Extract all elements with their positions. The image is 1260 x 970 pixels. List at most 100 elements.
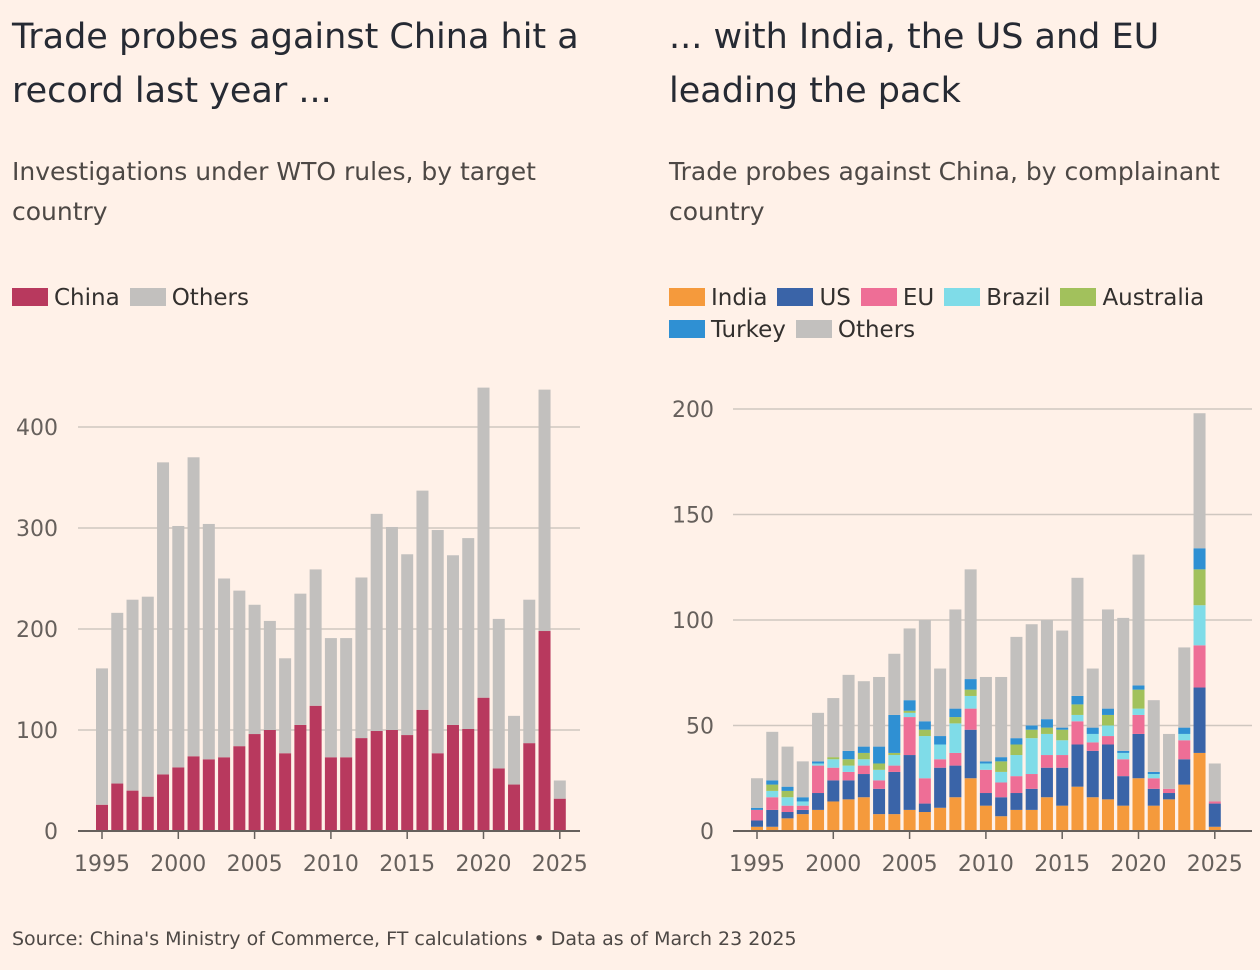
bar-china-2005: [248, 734, 261, 831]
bar-turkey-1995: [751, 807, 763, 810]
bar-brazil-2003: [873, 769, 886, 781]
bar-others-2021: [1147, 700, 1160, 772]
bar-us-2019: [1117, 776, 1130, 806]
bar-brazil-1999: [812, 763, 825, 766]
bar-brazil-1997: [781, 797, 794, 806]
bar-others-2024: [1193, 413, 1206, 549]
bar-us-2018: [1101, 744, 1114, 800]
bar-china-1996: [111, 783, 124, 831]
x-tick-label: 2005: [227, 852, 283, 877]
bar-others-2008: [949, 609, 962, 709]
bar-china-2013: [370, 731, 383, 831]
bar-others-2013: [1025, 624, 1038, 726]
bar-eu-2008: [949, 752, 962, 766]
bar-australia-2002: [857, 752, 870, 760]
bar-india-2021: [1147, 805, 1160, 831]
bar-eu-1999: [812, 765, 825, 794]
bar-others-2011: [995, 676, 1008, 758]
bar-brazil-2021: [1147, 774, 1160, 779]
y-tick-label: 200: [672, 398, 714, 423]
bar-eu-2007: [934, 759, 947, 768]
bar-us-2006: [918, 803, 931, 813]
bar-brazil-2008: [949, 723, 962, 753]
bar-china-2022: [508, 784, 521, 831]
bar-india-2009: [964, 778, 977, 831]
bar-india-2007: [934, 807, 947, 831]
bar-brazil-2005: [903, 712, 916, 718]
bar-turkey-2007: [934, 736, 947, 745]
left-chart-legend: China Others: [12, 282, 602, 314]
bar-others-2002: [857, 681, 870, 747]
bar-turkey-2006: [918, 721, 931, 730]
bar-china-2015: [401, 735, 414, 831]
bar-others-2002: [202, 523, 215, 760]
bar-us-2008: [949, 765, 962, 798]
bar-us-2011: [995, 797, 1008, 817]
legend-swatch-china: [12, 288, 48, 306]
bar-india-2001: [842, 799, 855, 831]
bar-turkey-2012: [1010, 738, 1023, 745]
bar-turkey-2009: [964, 679, 977, 690]
bar-others-2000: [172, 525, 185, 768]
bar-australia-2001: [842, 759, 855, 766]
bar-others-1997: [126, 599, 139, 791]
bar-others-2010: [324, 638, 337, 758]
bar-us-2022: [1163, 793, 1176, 800]
legend-item-turkey: Turkey: [669, 314, 786, 346]
bar-others-2012: [355, 577, 368, 739]
bar-us-2025: [1208, 803, 1221, 827]
bar-brazil-1996: [766, 790, 779, 798]
bar-australia-2011: [995, 761, 1008, 772]
bar-india-2022: [1163, 799, 1176, 831]
bar-eu-2022: [1163, 788, 1176, 794]
bar-eu-2004: [888, 765, 901, 772]
bar-australia-2006: [918, 729, 931, 737]
bar-others-1998: [796, 761, 809, 798]
bar-others-1999: [812, 712, 825, 762]
bar-turkey-2013: [1025, 725, 1038, 730]
bar-brazil-2017: [1086, 733, 1099, 743]
bar-others-2004: [233, 590, 246, 747]
left-chart-title: Trade probes against China hit a record …: [12, 17, 579, 111]
legend-swatch-others: [795, 320, 832, 338]
x-tick-label: 2015: [1034, 852, 1090, 877]
bar-eu-2010: [979, 769, 992, 794]
bar-us-2005: [903, 755, 916, 810]
bar-india-2011: [995, 816, 1008, 831]
bar-india-2002: [857, 797, 870, 831]
bar-us-2020: [1132, 733, 1145, 779]
bar-china-2023: [523, 743, 536, 831]
bar-turkey-2008: [949, 708, 962, 718]
bar-others-2020: [1132, 554, 1145, 686]
bar-turkey-2017: [1086, 727, 1099, 734]
bar-brazil-2012: [1010, 755, 1023, 777]
bar-us-2001: [842, 780, 855, 800]
bar-eu-2023: [1178, 740, 1191, 760]
bar-us-2017: [1086, 750, 1099, 798]
bar-india-1997: [781, 818, 794, 831]
bar-india-2005: [903, 809, 916, 831]
bar-brazil-2010: [979, 763, 992, 770]
bar-india-1999: [812, 809, 825, 831]
bar-brazil-2020: [1132, 708, 1145, 715]
bar-india-2018: [1101, 799, 1114, 831]
bar-australia-2008: [949, 717, 962, 724]
bar-china-2020: [477, 697, 490, 831]
bar-brazil-2024: [1193, 605, 1206, 646]
bar-australia-2013: [1025, 729, 1038, 739]
legend-swatch-australia: [1060, 288, 1097, 306]
legend-swatch-turkey: [669, 320, 705, 338]
bar-turkey-2018: [1101, 708, 1114, 715]
x-tick-label: 2000: [150, 852, 206, 877]
bar-china-2019: [462, 728, 475, 831]
bar-brazil-2007: [934, 744, 947, 760]
bar-india-2013: [1025, 809, 1038, 831]
bar-brazil-2014: [1040, 733, 1053, 756]
bar-others-2025: [553, 780, 566, 799]
bar-others-2023: [523, 599, 536, 744]
x-tick-label: 2005: [882, 852, 938, 877]
bar-eu-2012: [1010, 776, 1023, 794]
bar-china-2008: [294, 724, 307, 831]
bar-brazil-2019: [1117, 752, 1130, 760]
bar-turkey-2020: [1132, 685, 1145, 690]
